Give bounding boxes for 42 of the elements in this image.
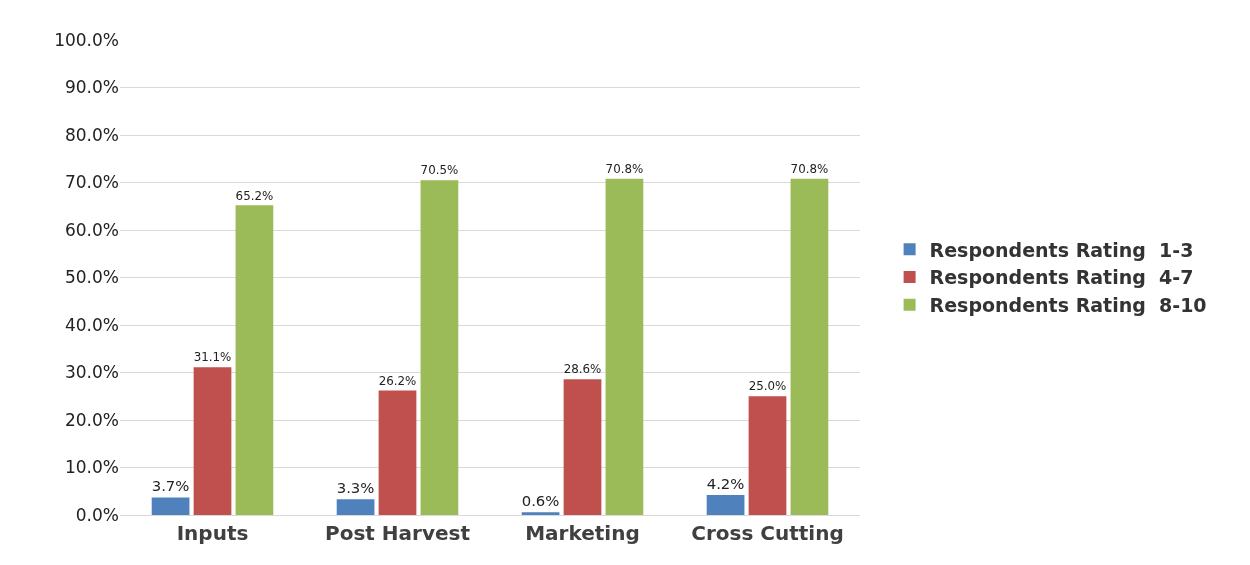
data-label: 28.6% xyxy=(563,362,602,377)
bar xyxy=(151,497,190,515)
y-tick-label: 70.0% xyxy=(64,172,119,193)
data-label: 4.2% xyxy=(706,474,745,493)
legend-label: Respondents Rating 1-3 xyxy=(929,238,1194,261)
y-tick-label: 10.0% xyxy=(64,457,119,478)
y-tick-label: 60.0% xyxy=(64,219,119,240)
data-label: 0.6% xyxy=(521,491,560,510)
bar xyxy=(563,379,602,515)
x-tick-label: Inputs xyxy=(176,521,249,545)
bar xyxy=(790,178,829,515)
data-label: 65.2% xyxy=(235,188,274,203)
y-tick-label: 30.0% xyxy=(64,362,119,383)
data-label: 3.7% xyxy=(151,476,190,495)
data-label: 70.5% xyxy=(420,163,459,178)
y-tick-label: 100.0% xyxy=(54,29,119,50)
x-tick-label: Marketing xyxy=(525,521,640,545)
bar xyxy=(378,390,417,515)
bar xyxy=(521,512,560,515)
y-tick-label: 80.0% xyxy=(64,124,119,145)
bar xyxy=(235,205,274,515)
bar xyxy=(193,367,232,515)
x-tick-label: Cross Cutting xyxy=(691,521,844,545)
data-label: 31.1% xyxy=(193,350,232,365)
bar xyxy=(748,396,787,515)
x-tick-label: Post Harvest xyxy=(325,521,471,545)
data-label: 70.8% xyxy=(790,161,829,176)
bar xyxy=(605,178,644,515)
y-tick-label: 90.0% xyxy=(64,77,119,98)
bar xyxy=(706,495,745,515)
y-tick-label: 50.0% xyxy=(64,267,119,288)
y-tick-label: 20.0% xyxy=(64,409,119,430)
legend-label: Respondents Rating 8-10 xyxy=(929,294,1207,317)
data-label: 25.0% xyxy=(748,379,787,394)
y-tick-label: 40.0% xyxy=(64,314,119,335)
y-tick-label: 0.0% xyxy=(75,504,119,525)
bar xyxy=(336,499,375,515)
legend-label: Respondents Rating 4-7 xyxy=(929,266,1194,289)
data-label: 26.2% xyxy=(378,373,417,388)
data-label: 70.8% xyxy=(605,161,644,176)
bar xyxy=(420,180,459,515)
data-label: 3.3% xyxy=(336,478,375,497)
